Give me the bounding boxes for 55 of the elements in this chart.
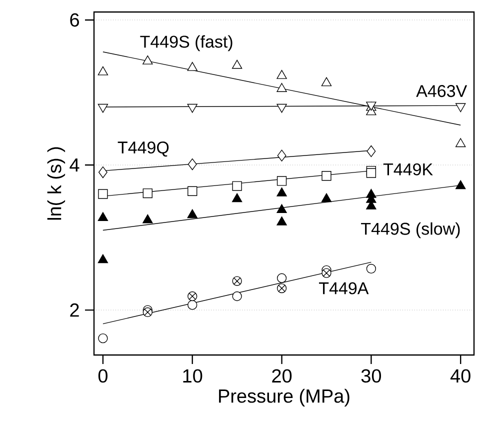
series-label: T449Q xyxy=(118,142,169,157)
point xyxy=(188,300,198,310)
point xyxy=(366,168,376,178)
point xyxy=(142,214,153,224)
point xyxy=(276,83,287,92)
point xyxy=(188,158,197,170)
point xyxy=(232,181,242,191)
x-tick-label: 30 xyxy=(361,369,382,383)
point xyxy=(98,333,108,344)
point xyxy=(232,193,242,202)
point xyxy=(188,291,198,302)
point xyxy=(276,273,287,283)
x-tick-label: 40 xyxy=(450,369,470,383)
y-tick-label: 2 xyxy=(70,303,79,317)
x-tick-label: 20 xyxy=(272,369,292,383)
point xyxy=(276,283,287,294)
point xyxy=(276,70,287,79)
x-tick-label: 0 xyxy=(98,369,108,383)
point xyxy=(321,193,332,202)
point xyxy=(187,209,198,218)
point xyxy=(456,180,466,190)
point xyxy=(232,60,242,69)
point xyxy=(276,216,287,226)
series-label: T449S (slow) xyxy=(361,222,460,238)
point xyxy=(321,77,332,86)
point xyxy=(366,145,376,158)
point xyxy=(142,188,152,198)
x-axis-title: Pressure (MPa) xyxy=(219,388,350,407)
y-tick-label: 4 xyxy=(70,158,80,172)
point xyxy=(142,307,152,318)
point xyxy=(142,55,153,64)
point xyxy=(276,204,287,214)
point xyxy=(277,150,286,162)
point xyxy=(232,276,242,286)
x-tick-label: 10 xyxy=(183,369,202,383)
point xyxy=(98,212,108,222)
series-label: T449A xyxy=(319,282,369,294)
series-label: A463V xyxy=(416,85,468,98)
point xyxy=(322,268,332,278)
series-label: T449S (fast) xyxy=(140,35,232,52)
y-axis-title: ln( k (s) ) xyxy=(47,147,66,220)
point xyxy=(187,62,198,71)
point xyxy=(366,264,376,274)
point xyxy=(456,138,466,148)
point xyxy=(98,166,108,178)
point xyxy=(322,171,332,181)
point xyxy=(232,291,242,302)
point xyxy=(276,187,287,196)
point xyxy=(98,189,108,199)
series-label: T449K xyxy=(383,163,433,176)
point xyxy=(98,66,108,76)
point xyxy=(98,254,108,264)
point xyxy=(276,176,287,186)
y-tick-label: 6 xyxy=(70,13,79,27)
point xyxy=(188,186,198,196)
